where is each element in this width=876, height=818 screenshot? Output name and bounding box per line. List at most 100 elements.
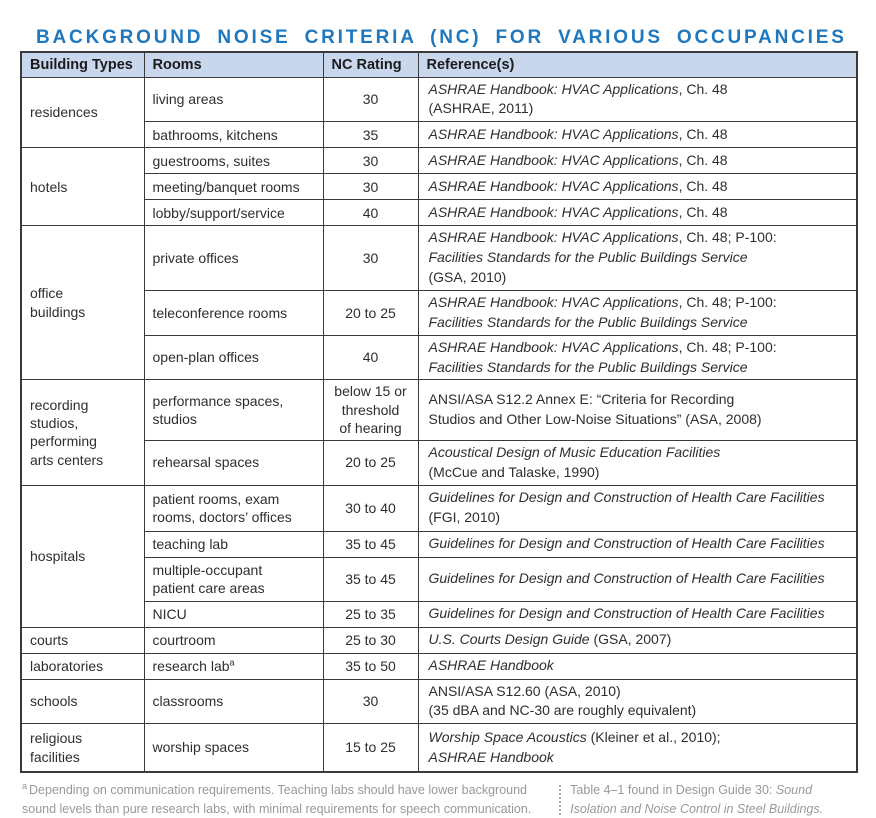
reference-cell: Acoustical Design of Music Education Fac…	[417, 439, 858, 486]
reference-text: (Kleiner et al., 2010);	[586, 728, 721, 745]
nc-rating-cell: 30	[322, 225, 419, 291]
reference-text: (FGI, 2010)	[428, 509, 501, 526]
reference-cell: ANSI/ASA S12.60 (ASA, 2010) (35 dBA and N…	[417, 678, 858, 725]
building-type-cell: residences	[20, 76, 145, 149]
building-type-cell: courts	[20, 626, 145, 654]
room-cell: worship spaces	[143, 723, 324, 773]
nc-rating-cell: 30 to 40	[322, 484, 419, 532]
footnote-left: a Depending on communication requirements…	[22, 781, 551, 818]
nc-rating-cell: 40	[322, 199, 419, 227]
page-title: BACKGROUND NOISE CRITERIA (NC) FOR VARIO…	[36, 27, 847, 48]
table-row: lobby/support/service 40 ASHRAE Handbook: …	[21, 199, 858, 227]
reference-text: (McCue and Talaske, 1990)	[428, 463, 600, 480]
header-nc-rating: NC Rating	[322, 51, 419, 78]
table-body: residences living areas 30 ASHRAE Handbook:…	[20, 76, 858, 773]
nc-rating-cell: 30	[322, 173, 419, 201]
nc-rating-cell: 30	[322, 147, 419, 175]
reference-cell: ASHRAE Handbook: HVAC Applications, Ch. …	[417, 199, 858, 227]
reference-cell: U.S. Courts Design Guide (GSA, 2007)	[417, 626, 858, 654]
room-cell: patient rooms, exam rooms, doctors’ offi…	[143, 484, 324, 532]
table-header-row: Building Types Rooms NC Rating Reference…	[20, 51, 858, 78]
nc-rating-cell: 35 to 45	[322, 530, 419, 558]
nc-rating-cell: 40	[322, 334, 419, 381]
reference-cell: ASHRAE Handbook: HVAC Applications, Ch. …	[417, 289, 858, 336]
reference-text: (ASHRAE, 2011)	[428, 100, 534, 117]
reference-title: Guidelines for Design and Construction o…	[428, 535, 825, 552]
table-row: recording studios, performing arts cente…	[20, 379, 858, 486]
reference-cell: Guidelines for Design and Construction o…	[417, 556, 858, 602]
reference-text: , Ch. 48	[678, 177, 728, 194]
building-type-cell: hotels	[20, 147, 145, 227]
dotted-divider	[559, 784, 562, 815]
room-cell: private offices	[143, 225, 324, 291]
reference-title: ASHRAE Handbook: HVAC Applications	[428, 293, 679, 310]
table-row: open-plan offices 40 ASHRAE Handbook: HVAC…	[21, 334, 858, 381]
table-row: religious facilities worship spaces 15 to …	[20, 723, 858, 773]
footnotes: a Depending on communication requirements…	[20, 781, 856, 818]
nc-rating-cell: 20 to 25	[322, 289, 419, 336]
nc-rating-cell: 35 to 45	[322, 556, 419, 602]
reference-title: Facilities Standards for the Public Buil…	[428, 249, 748, 266]
table-row: office buildings private offices 30 ASHRAE …	[20, 225, 858, 381]
room-cell: rehearsal spaces	[143, 439, 324, 486]
header-building-types: Building Types	[20, 51, 145, 78]
reference-text: , Ch. 48; P-100:	[678, 338, 777, 355]
footnote-right: Table 4–1 found in Design Guide 30: Soun…	[570, 781, 856, 818]
nc-rating-cell: 35 to 50	[322, 652, 419, 680]
room-cell: multiple-occupant patient care areas	[143, 556, 324, 602]
reference-cell: Guidelines for Design and Construction o…	[417, 530, 858, 558]
reference-title: ASHRAE Handbook: HVAC Applications	[428, 151, 679, 168]
noise-criteria-table: Building Types Rooms NC Rating Reference…	[20, 51, 858, 773]
building-type-cell: recording studios, performing arts cente…	[20, 379, 145, 486]
header-rooms: Rooms	[143, 51, 324, 78]
reference-title: ASHRAE Handbook	[428, 657, 554, 674]
room-cell: bathrooms, kitchens	[143, 121, 324, 149]
reference-cell: Guidelines for Design and Construction o…	[417, 484, 858, 532]
reference-cell: Guidelines for Design and Construction o…	[417, 600, 858, 628]
nc-rating-cell: 35	[322, 121, 419, 149]
nc-rating-cell: 20 to 25	[322, 439, 419, 486]
reference-title: U.S. Courts Design Guide	[428, 631, 590, 648]
reference-title: Facilities Standards for the Public Buil…	[428, 358, 748, 375]
room-cell: classrooms	[143, 678, 324, 725]
reference-text: , Ch. 48	[678, 125, 728, 142]
reference-text: , Ch. 48; P-100:	[678, 229, 777, 246]
room-cell: performance spaces, studios	[143, 379, 324, 441]
room-cell: meeting/banquet rooms	[143, 173, 324, 201]
reference-cell: ASHRAE Handbook	[417, 652, 858, 680]
reference-cell: ASHRAE Handbook: HVAC Applications, Ch. …	[417, 334, 858, 381]
table-row: teaching lab 35 to 45 Guidelines for Desig…	[21, 530, 858, 558]
reference-cell: ASHRAE Handbook: HVAC Applications, Ch. …	[417, 173, 858, 201]
reference-text: ANSI/ASA S12.2 Annex E: “Criteria for Re…	[428, 391, 735, 408]
reference-title: Worship Space Acoustics	[428, 728, 587, 745]
room-cell: lobby/support/service	[143, 199, 324, 227]
footnote-marker: a	[22, 780, 28, 791]
reference-text: Studios and Other Low-Noise Situations” …	[428, 411, 762, 428]
footnote-marker: a	[229, 657, 235, 668]
reference-cell: Worship Space Acoustics (Kleiner et al.,…	[417, 723, 858, 773]
building-type-cell: schools	[20, 678, 145, 725]
reference-title: Acoustical Design of Music Education Fac…	[428, 443, 721, 460]
table-row: rehearsal spaces 20 to 25 Acoustical Desig…	[21, 439, 858, 486]
building-type-cell: religious facilities	[20, 723, 145, 773]
reference-title: ASHRAE Handbook: HVAC Applications	[428, 125, 679, 142]
reference-text: , Ch. 48	[678, 80, 728, 97]
table-row: meeting/banquet rooms 30 ASHRAE Handbook: …	[21, 173, 858, 201]
building-type-cell: office buildings	[20, 225, 145, 381]
reference-text: (GSA, 2007)	[589, 631, 672, 648]
nc-rating-cell: 30	[322, 678, 419, 725]
reference-title: ASHRAE Handbook: HVAC Applications	[428, 203, 679, 220]
reference-text: (GSA, 2010)	[428, 269, 507, 285]
room-cell: teaching lab	[143, 530, 324, 558]
room-cell: guestrooms, suites	[143, 147, 324, 175]
reference-text: (35 dBA and NC-30 are roughly equivalent…	[428, 702, 697, 719]
reference-text: , Ch. 48; P-100:	[678, 293, 777, 310]
nc-rating-cell: 25 to 35	[322, 600, 419, 628]
reference-cell: ANSI/ASA S12.2 Annex E: “Criteria for Re…	[417, 379, 858, 441]
reference-title: Guidelines for Design and Construction o…	[428, 489, 825, 506]
building-type-cell: laboratories	[20, 652, 145, 680]
table-row: hotels guestrooms, suites 30 ASHRAE Handboo…	[20, 147, 858, 227]
footnote-left-text: Depending on communication requirements.…	[22, 782, 532, 816]
nc-rating-cell: 30	[322, 76, 419, 123]
table-row: hospitals patient rooms, exam rooms, doct…	[20, 484, 858, 628]
